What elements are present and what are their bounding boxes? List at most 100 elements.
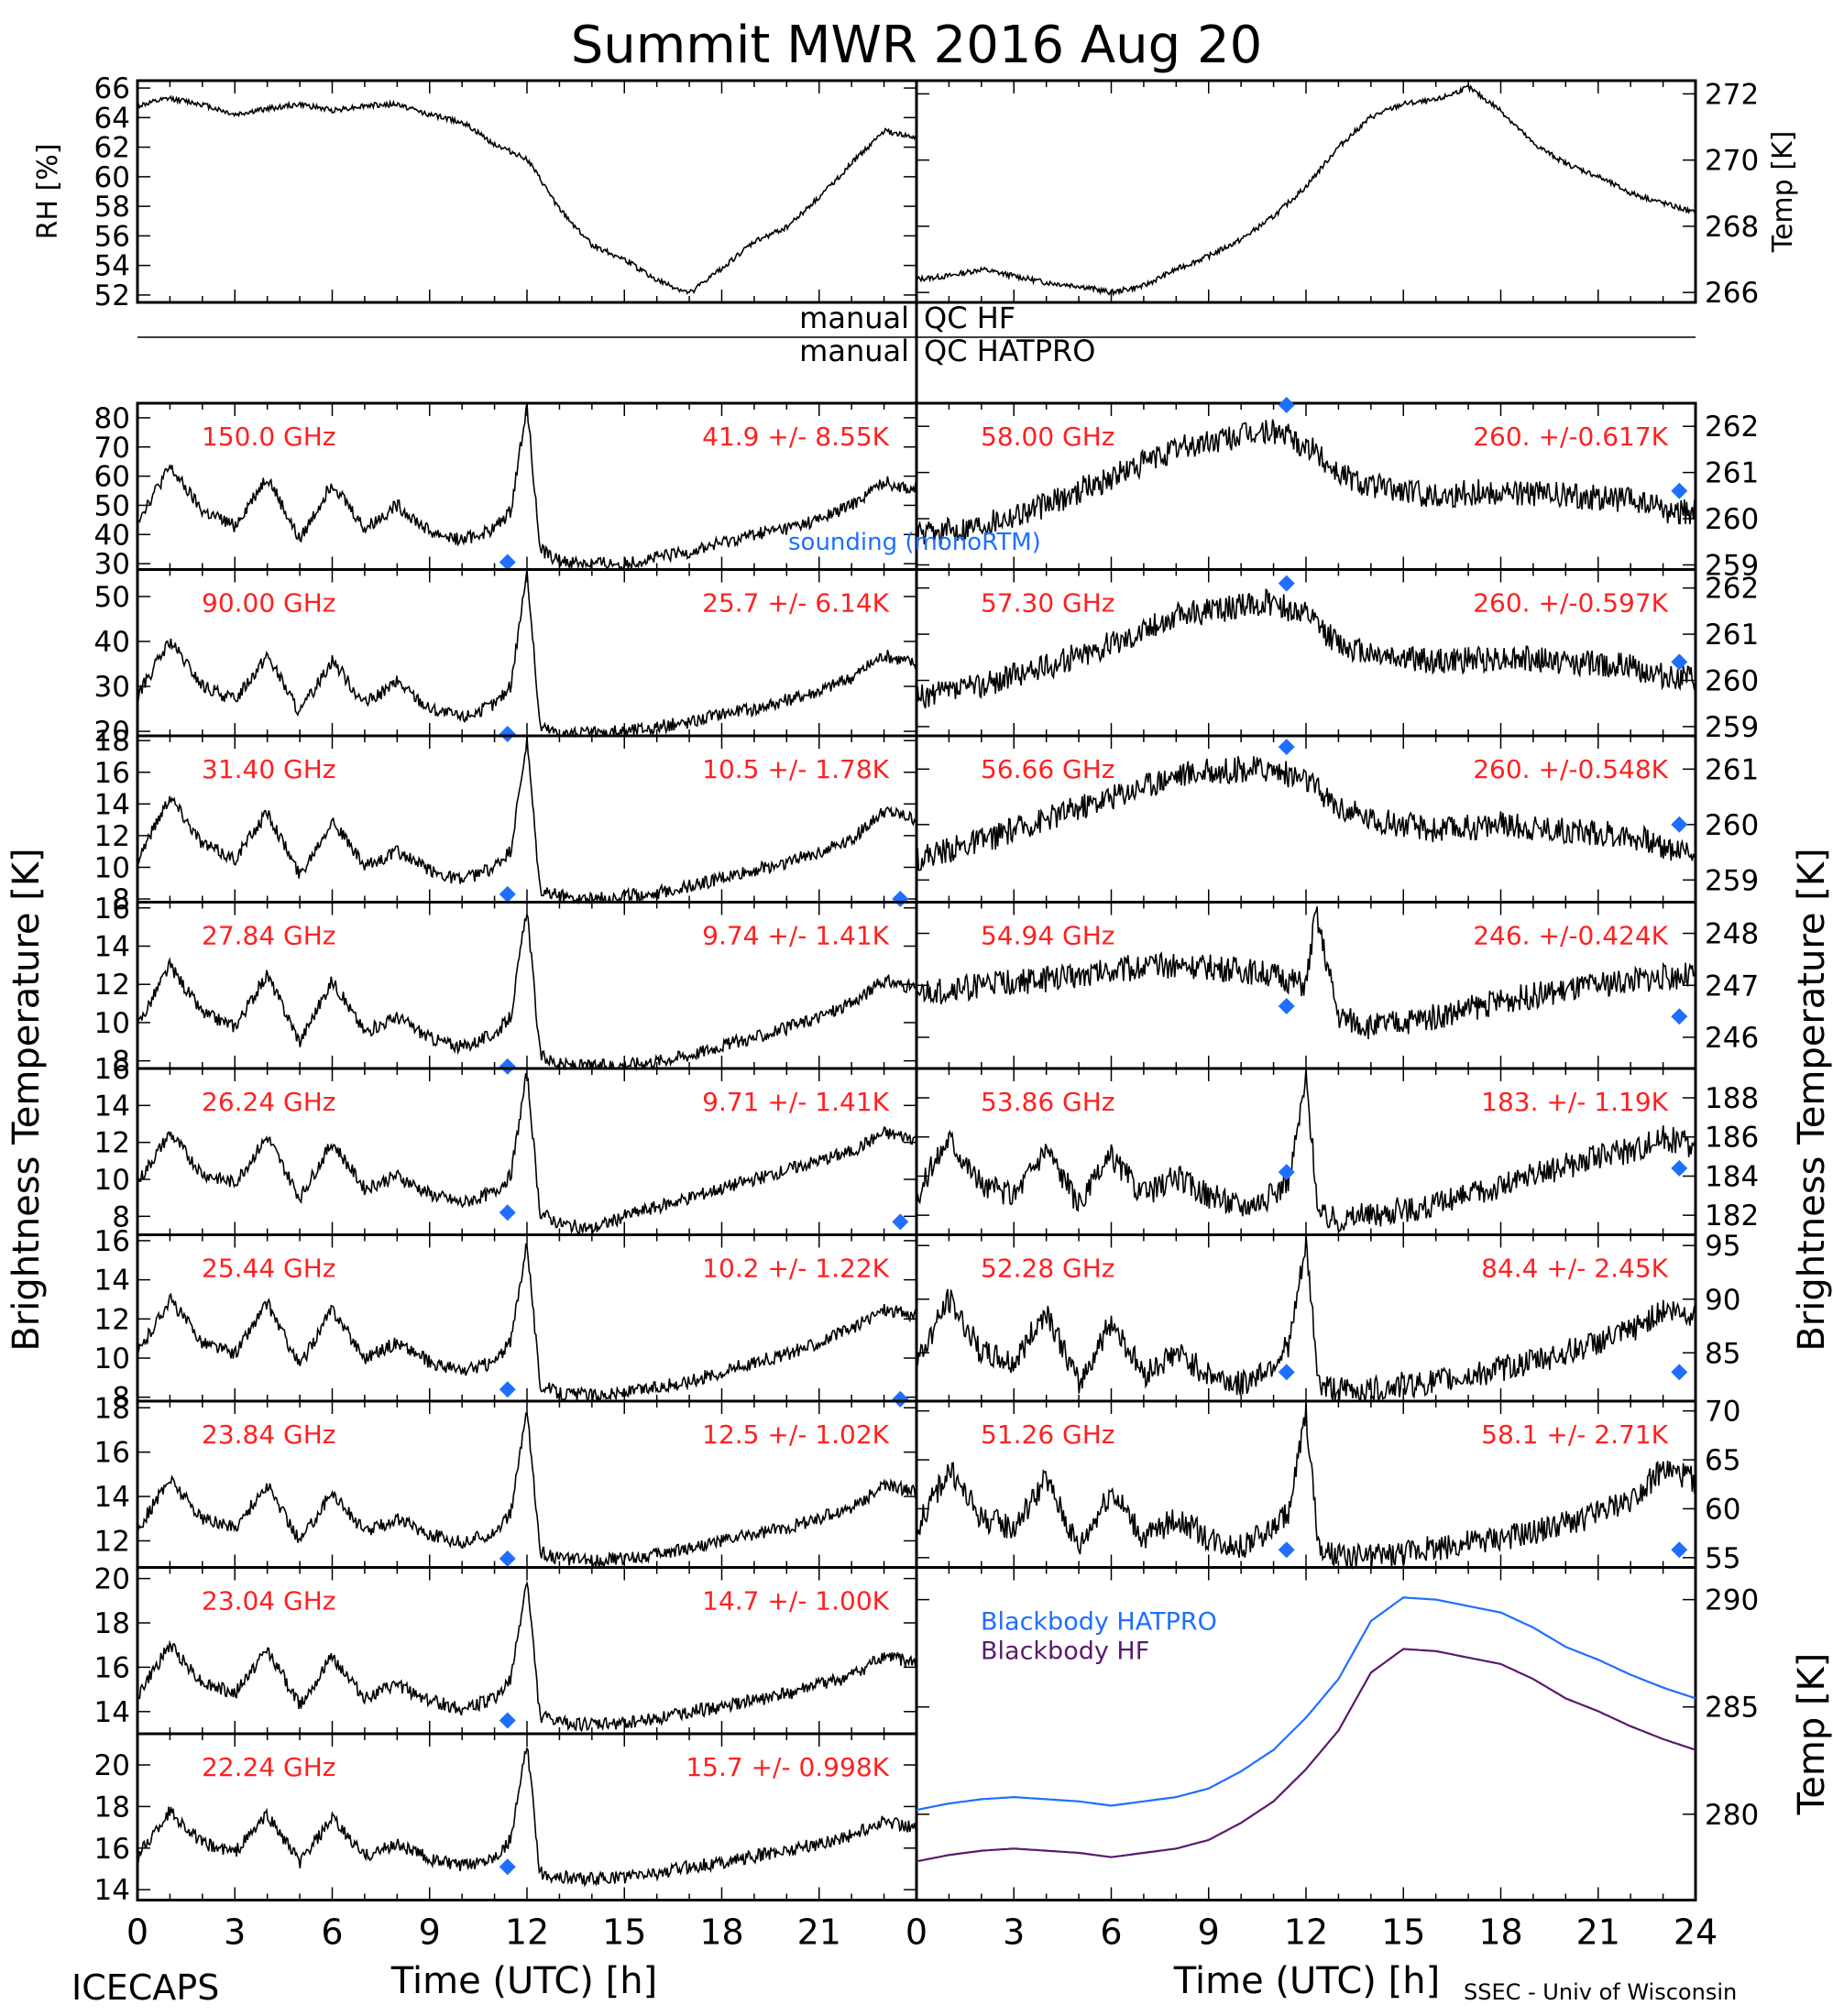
c5228-panel: 85 90 95 52.28 GHz 84.4 +/- 2.45K — [915, 1230, 1740, 1403]
c5666-trace — [916, 756, 1696, 871]
x-tick-label-left: 6 — [321, 1912, 343, 1953]
c5494-ytick-label: 248 — [1705, 918, 1759, 951]
c2224-ytick-label: 14 — [94, 1874, 130, 1907]
c5730-sounding-marker — [1278, 575, 1295, 592]
c2304-freq-label: 23.04 GHz — [202, 1586, 336, 1616]
c2384-sounding-marker — [499, 1550, 516, 1567]
c2304-ytick-label: 14 — [94, 1696, 130, 1729]
bb-series-line — [916, 1648, 1696, 1863]
c3140-freq-label: 31.40 GHz — [202, 754, 336, 784]
qc-hf-left-label: manual — [799, 301, 909, 335]
c2544-sounding-marker — [892, 1390, 909, 1408]
c2384-ytick-label: 12 — [94, 1525, 130, 1558]
footer-ssec: SSEC - Univ of Wisconsin — [1464, 1979, 1737, 2005]
x-tick-label-right: 9 — [1198, 1912, 1220, 1953]
c5386-freq-label: 53.86 GHz — [981, 1087, 1115, 1117]
c2784-trace — [137, 914, 917, 1071]
c5386-ytick-label: 182 — [1705, 1200, 1759, 1233]
c2784-freq-label: 27.84 GHz — [202, 921, 336, 951]
c5126-stat-label: 58.1 +/- 2.71K — [1481, 1419, 1668, 1450]
c5730-stat-label: 260. +/-0.597K — [1473, 588, 1668, 619]
rh-ylabel: RH [%] — [32, 144, 64, 240]
qc-hatpro-right-label: QC HATPRO — [924, 334, 1095, 368]
x-tick-label-right: 3 — [1003, 1912, 1025, 1953]
x-tick-label-right: 12 — [1284, 1912, 1328, 1953]
bb-ytick-label: 290 — [1705, 1584, 1759, 1617]
c5494-ytick-label: 246 — [1705, 1022, 1759, 1055]
c2544-panel: 8 10 12 14 16 25.44 GHz 10.2 +/- 1.22K — [94, 1225, 918, 1415]
c2304-trace — [137, 1580, 917, 1733]
c150-trace — [137, 402, 917, 572]
c2304-ytick-label: 16 — [94, 1651, 130, 1684]
c3140-ytick-label: 12 — [94, 820, 130, 853]
c5730-sounding-marker — [1671, 653, 1688, 671]
c90-freq-label: 90.00 GHz — [202, 588, 336, 619]
c5666-ytick-label: 260 — [1705, 809, 1759, 842]
c5126-ytick-label: 60 — [1705, 1493, 1740, 1526]
c5494-sounding-marker — [1671, 1008, 1688, 1025]
c150-ytick-label: 80 — [94, 402, 130, 435]
c2544-ytick-label: 10 — [94, 1342, 130, 1375]
c2224-trace — [137, 1746, 917, 1888]
rh-ytick-label: 56 — [94, 220, 130, 253]
right-ylabel: Brightness Temperature [K] — [1791, 848, 1833, 1351]
c5386-trace — [916, 1068, 1696, 1233]
rh-ytick-label: 54 — [94, 250, 130, 283]
c150-ytick-label: 30 — [94, 548, 130, 581]
c5800-freq-label: 58.00 GHz — [981, 422, 1115, 452]
c2224-sounding-marker — [499, 1858, 516, 1876]
c150-ytick-label: 70 — [94, 432, 130, 465]
x-tick-label-right: 0 — [906, 1912, 927, 1953]
c2224-ytick-label: 18 — [94, 1791, 130, 1824]
c5126-ytick-label: 65 — [1705, 1444, 1740, 1477]
x-tick-label-right: 6 — [1100, 1912, 1122, 1953]
c2544-freq-label: 25.44 GHz — [202, 1254, 336, 1284]
left-ylabel: Brightness Temperature [K] — [5, 848, 48, 1351]
qc-hf-right-label: QC HF — [924, 301, 1015, 335]
x-tick-label-right: 24 — [1674, 1912, 1718, 1953]
c5126-ytick-label: 55 — [1705, 1542, 1740, 1575]
c5228-sounding-marker — [1671, 1364, 1688, 1381]
c5386-stat-label: 183. +/- 1.19K — [1481, 1087, 1668, 1117]
x-tick-label-left: 18 — [699, 1912, 743, 1953]
c3140-ytick-label: 14 — [94, 788, 130, 821]
c2304-ytick-label: 20 — [94, 1563, 130, 1596]
temp-ytick-label: 268 — [1705, 211, 1759, 244]
c2544-ytick-label: 12 — [94, 1303, 130, 1336]
c2784-sounding-marker — [499, 1057, 516, 1075]
bb-series-line — [916, 1596, 1696, 1812]
c5494-panel: 246 247 248 54.94 GHz 246. +/-0.424K — [915, 901, 1759, 1070]
c5228-ytick-label: 90 — [1705, 1284, 1740, 1317]
c3140-sounding-marker — [499, 885, 516, 903]
c2784-ytick-label: 10 — [94, 1007, 130, 1040]
sounding-legend: sounding (monoRTM) — [788, 529, 1041, 556]
rh-ytick-label: 60 — [94, 161, 130, 194]
rh-ytick-label: 64 — [94, 102, 130, 135]
c2384-freq-label: 23.84 GHz — [202, 1419, 336, 1450]
c5800-ytick-label: 262 — [1705, 411, 1759, 444]
c5666-sounding-marker — [1278, 739, 1295, 756]
c2624-sounding-marker — [892, 1213, 909, 1231]
c5800-ytick-label: 260 — [1705, 503, 1759, 536]
c5800-sounding-marker — [1278, 397, 1295, 413]
rh-frame — [136, 79, 918, 304]
c5730-ytick-label: 262 — [1705, 573, 1759, 606]
c2624-trace — [137, 1072, 917, 1235]
c2624-ytick-label: 14 — [94, 1090, 130, 1123]
c5730-ytick-label: 260 — [1705, 665, 1759, 698]
c90-trace — [137, 569, 917, 739]
c3140-ytick-label: 18 — [94, 725, 130, 758]
c90-stat-label: 25.7 +/- 6.14K — [702, 588, 889, 619]
c2624-panel: 810 12 14 16 26.24 GHz 9.71 +/- 1.41K — [94, 1053, 918, 1236]
temp-ytick-label: 272 — [1705, 78, 1759, 111]
c2624-freq-label: 26.24 GHz — [202, 1087, 336, 1117]
c5126-trace — [916, 1400, 1696, 1571]
temp-ytick-label: 270 — [1705, 145, 1759, 178]
c90-ytick-label: 40 — [94, 626, 130, 659]
x-tick-label-right: 15 — [1381, 1912, 1425, 1953]
c90-ytick-label: 50 — [94, 581, 130, 614]
footer-icecaps: ICECAPS — [71, 1967, 219, 2008]
bb-ytick-label: 285 — [1705, 1692, 1759, 1725]
c5800-ytick-label: 259 — [1705, 549, 1759, 582]
